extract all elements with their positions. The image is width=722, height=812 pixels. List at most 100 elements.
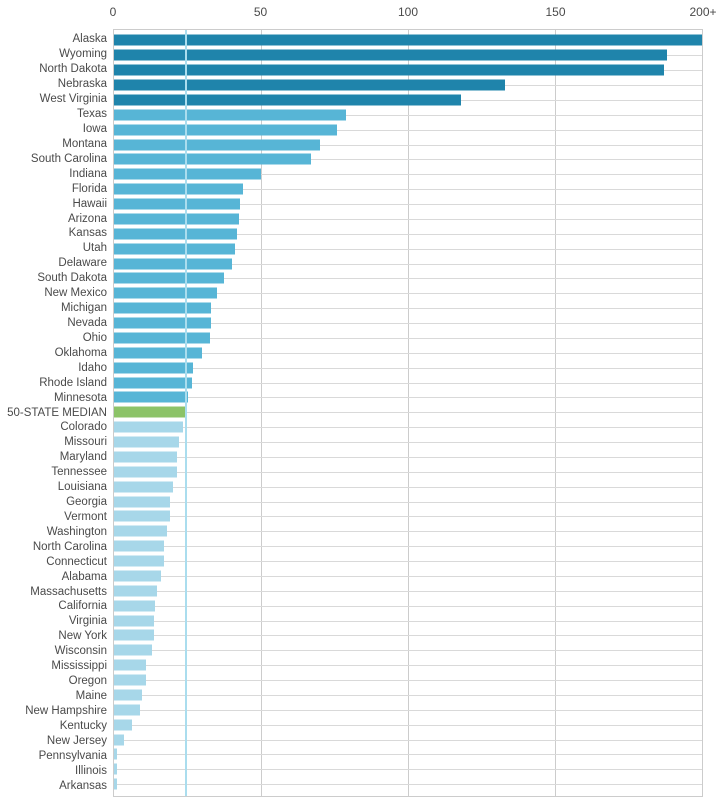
bar (114, 94, 461, 106)
row-gridline (114, 337, 702, 339)
bar-row (114, 628, 702, 643)
bar (114, 570, 162, 582)
row-gridline (114, 189, 702, 191)
bar-row (114, 777, 702, 792)
y-axis-label: Tennessee (51, 466, 107, 479)
y-axis-label: 50-STATE MEDIAN (7, 406, 107, 419)
bar (114, 451, 178, 463)
row-gridline (114, 694, 702, 696)
row-gridline (114, 278, 702, 280)
bar-row (114, 464, 702, 479)
y-axis-label: Colorado (60, 421, 107, 434)
bar-row (114, 509, 702, 524)
bar (114, 34, 702, 46)
y-axis-label: Arkansas (59, 779, 107, 792)
y-axis-label: Mississippi (51, 660, 107, 673)
bar (114, 391, 188, 403)
row-gridline (114, 546, 702, 548)
y-axis-label: Virginia (68, 615, 107, 628)
row-gridline (114, 665, 702, 667)
bar (114, 287, 217, 299)
row-gridline (114, 471, 702, 473)
y-axis-label: Indiana (69, 167, 107, 180)
bar-row (114, 331, 702, 346)
row-gridline (114, 442, 702, 444)
bar (114, 243, 235, 255)
bar-row (114, 137, 702, 152)
y-axis-label: Hawaii (72, 197, 107, 210)
bar (114, 689, 142, 701)
bar-row (114, 345, 702, 360)
y-axis-label: Utah (82, 242, 107, 255)
bar-row (114, 107, 702, 122)
y-axis-label: Florida (71, 182, 107, 195)
bar-row (114, 643, 702, 658)
bar (114, 585, 157, 597)
y-axis-label: Arizona (68, 212, 107, 225)
bar (114, 600, 156, 612)
bar-row (114, 732, 702, 747)
y-axis-label: Michigan (60, 302, 107, 315)
bar-row (114, 197, 702, 212)
row-gridline (114, 531, 702, 533)
x-axis-tick: 200+ (689, 5, 717, 19)
bar-row (114, 554, 702, 569)
bar (114, 763, 117, 775)
bar-row (114, 762, 702, 777)
bar-row (114, 702, 702, 717)
bar (114, 496, 170, 508)
bar-row (114, 583, 702, 598)
y-axis-label: Illinois (75, 764, 107, 777)
row-gridline (114, 561, 702, 563)
bar-row (114, 93, 702, 108)
bar (114, 153, 311, 165)
row-gridline (114, 144, 702, 146)
y-axis-label: South Carolina (30, 152, 107, 165)
y-axis-label: California (58, 600, 107, 613)
row-gridline (114, 233, 702, 235)
row-gridline (114, 620, 702, 622)
bar (114, 659, 147, 671)
bar (114, 362, 194, 374)
row-gridline (114, 293, 702, 295)
row-gridline (114, 308, 702, 310)
row-gridline (114, 575, 702, 577)
y-axis-label: New York (58, 630, 107, 643)
row-gridline (114, 382, 702, 384)
bar (114, 555, 164, 567)
bar-row (114, 658, 702, 673)
row-gridline (114, 263, 702, 265)
bar (114, 139, 320, 151)
y-axis-label: Maine (75, 690, 107, 703)
bar-row (114, 598, 702, 613)
y-axis-label: New Hampshire (25, 704, 107, 717)
row-gridline (114, 590, 702, 592)
bar (114, 540, 164, 552)
bar-row (114, 256, 702, 271)
row-gridline (114, 739, 702, 741)
bar-row (114, 226, 702, 241)
row-gridline (114, 412, 702, 414)
row-gridline (114, 114, 702, 116)
row-gridline (114, 456, 702, 458)
bar (114, 198, 241, 210)
bar-row (114, 390, 702, 405)
y-axis-label: South Dakota (37, 272, 107, 285)
y-axis-label: Pennsylvania (38, 749, 107, 762)
y-axis-label: Ohio (82, 331, 107, 344)
y-axis-label: Kansas (68, 227, 107, 240)
row-gridline (114, 709, 702, 711)
bar (114, 704, 141, 716)
bar (114, 168, 261, 180)
bar-row (114, 613, 702, 628)
bar-row (114, 673, 702, 688)
bar (114, 49, 667, 61)
y-axis-label: Rhode Island (39, 376, 107, 389)
bar (114, 644, 153, 656)
y-axis-label: Texas (76, 108, 107, 121)
bar (114, 272, 225, 284)
bar-row (114, 747, 702, 762)
y-axis-label: New Jersey (46, 734, 107, 747)
y-axis-label: Missouri (64, 436, 107, 449)
